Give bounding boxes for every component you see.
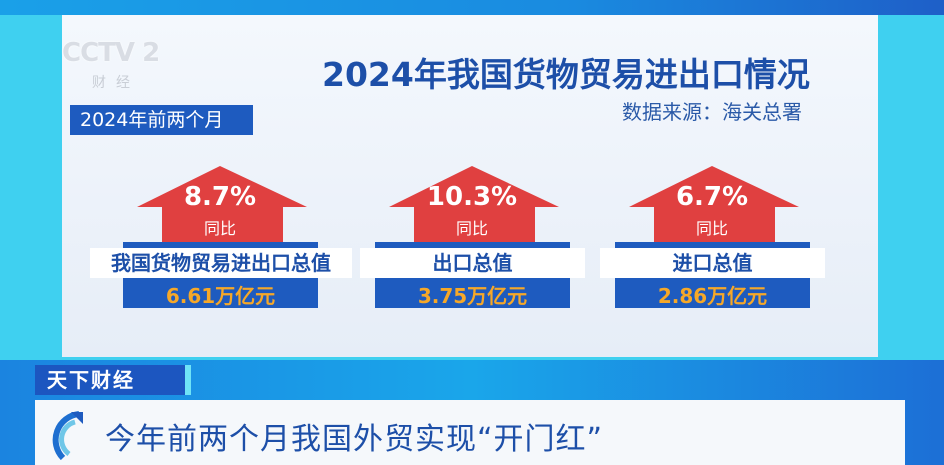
stat-total: 8.7% 同比 我国货物贸易进出口总值 6.61万亿元: [90, 160, 352, 310]
headline-text: 今年前两个月我国外贸实现“开门红”: [105, 422, 604, 457]
channel-logo: CCTV 2: [62, 38, 160, 68]
stat-value: 2.86万亿元: [657, 284, 768, 308]
stat-label: 我国货物贸易进出口总值: [90, 248, 352, 278]
growth-percent: 8.7%: [183, 182, 257, 212]
headline-bar: 今年前两个月我国外贸实现“开门红”: [35, 400, 905, 465]
top-band: [0, 0, 944, 15]
period-label: 2024年前两个月: [70, 105, 253, 135]
growth-percent: 10.3%: [426, 182, 518, 212]
stat-export: 10.3% 同比 出口总值 3.75万亿元: [342, 160, 602, 310]
yoy-label: 同比: [695, 219, 728, 238]
stat-label: 进口总值: [600, 248, 825, 278]
stat-value: 6.61万亿元: [165, 284, 276, 308]
channel-logo-sub: 财经: [92, 75, 140, 91]
stat-value: 3.75万亿元: [417, 284, 528, 308]
program-tag-edge: [185, 365, 191, 395]
stat-label: 出口总值: [360, 248, 585, 278]
yoy-label: 同比: [455, 219, 488, 238]
program-tag: 天下财经: [35, 365, 185, 395]
data-source: 数据来源：海关总署: [622, 100, 802, 124]
up-arrow-icon: [137, 166, 307, 244]
infographic-title: 2024年我国货物贸易进出口情况: [322, 55, 810, 94]
stat-import: 6.7% 同比 进口总值 2.86万亿元: [582, 160, 842, 310]
growth-percent: 6.7%: [675, 182, 749, 212]
yoy-label: 同比: [203, 219, 236, 238]
up-arrow-icon: [629, 166, 799, 244]
up-arrow-icon: [389, 166, 559, 244]
program-logo-icon: [52, 411, 83, 460]
